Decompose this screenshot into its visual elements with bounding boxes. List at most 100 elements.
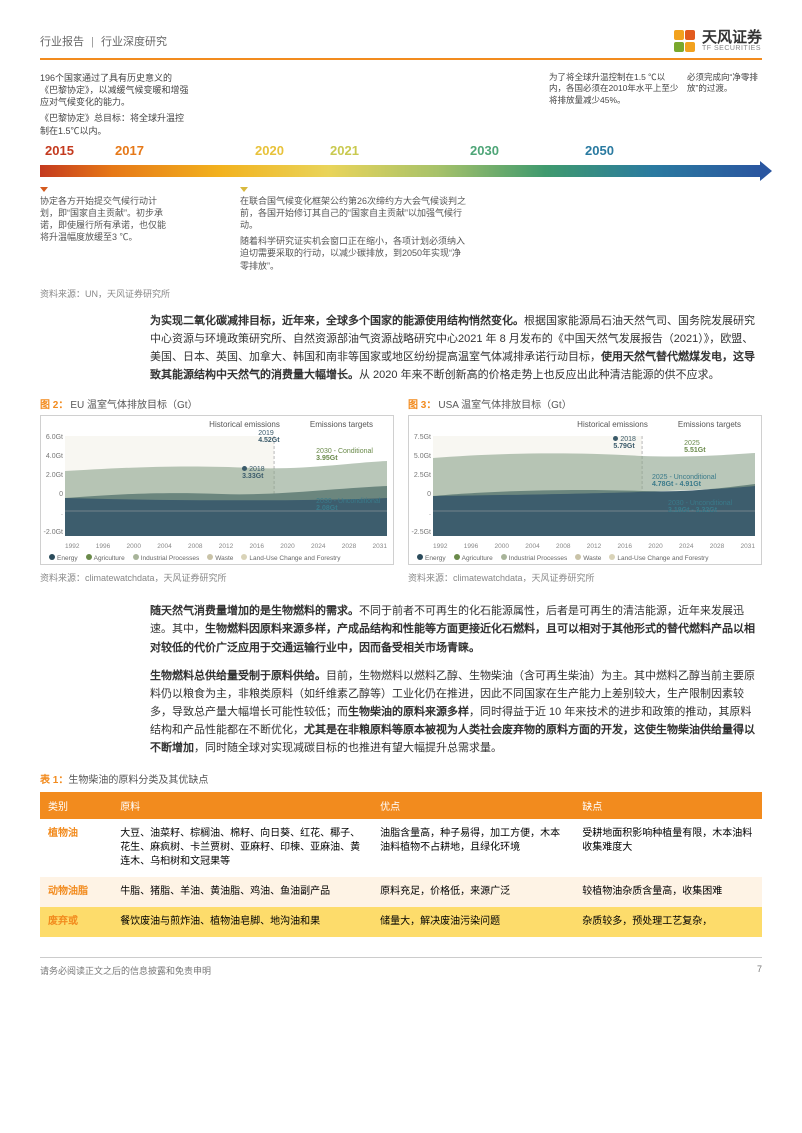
timeline-year: 2050: [585, 143, 614, 158]
logo-sq: [685, 42, 695, 52]
x-axis: 1992199620002004200820122016202020242028…: [433, 543, 755, 550]
chart-point-label: 20255.51Gt: [684, 440, 705, 454]
brand-sub: TF SECURITIES: [702, 45, 762, 52]
x-tick: 2008: [556, 543, 570, 550]
table-cell-cons: 杂质较多，预处理工艺复杂，: [574, 907, 762, 937]
timeline-diagram: 196个国家通过了具有历史意义的《巴黎协定》，以减缓气候变暖和增强应对气候变化的…: [40, 72, 762, 272]
x-tick: 2000: [127, 543, 141, 550]
table-cell-category: 植物油: [40, 819, 112, 877]
legend-item: Energy: [49, 554, 78, 562]
fig2-source: 资料来源：climatewatchdata，天风证券研究所: [40, 571, 394, 584]
legend-item: Agriculture: [454, 554, 493, 562]
p1-tail: 从 2020 年来不断创新高的价格走势上也反应出此种清洁能源的供不应求。: [359, 369, 720, 381]
chart-plot: 20185.79Gt20255.51Gt2025 - Unconditional…: [433, 436, 755, 536]
x-tick: 2004: [157, 543, 171, 550]
chart-legend: Energy Agriculture Industrial Processes Was…: [49, 554, 385, 562]
paragraph-1: 为实现二氧化碳减排目标，近年来，全球多个国家的能源使用结构悄然变化。根据国家能源…: [150, 312, 762, 385]
table-cell-category: 动物油脂: [40, 877, 112, 907]
charts-row: 图 2：EU 温室气体排放目标（Gt） Historical emissions…: [40, 396, 762, 596]
timeline-arrow: [40, 165, 762, 177]
brand-block: 天风证券 TF SECURITIES: [674, 30, 762, 52]
hist-label: Historical emissions: [577, 420, 648, 429]
tl-note-2030: 为了将全球升温控制在1.5 ℃以内，各国必须在2010年水平上至少将排放量减少4…: [549, 72, 679, 137]
table-cell-pros: 油脂含量高，种子易得，加工方便，木本油料植物不占耕地，且绿化环境: [372, 819, 574, 877]
p3-r3: ，同时随全球对实现减碳目标的也推进有望大幅提升总需求量。: [194, 742, 502, 754]
x-tick: 2031: [373, 543, 387, 550]
targ-label: Emissions targets: [310, 420, 373, 429]
fig3-title: USA 温室气体排放目标（Gt）: [438, 400, 571, 411]
table-title-text: 生物柴油的原料分类及其优缺点: [68, 775, 208, 786]
header-sep: |: [91, 36, 94, 48]
table-col-header: 缺点: [574, 792, 762, 819]
header-title: 行业报告 | 行业深度研究: [40, 33, 167, 49]
tl-sub-2020b: 随着科学研究证实机会窗口正在缩小，各项计划必须纳入迫切需要采取的行动，以减少碳排…: [240, 235, 470, 271]
logo-sq: [685, 30, 695, 40]
fig3-chart: Historical emissionsEmissions targets7.5…: [408, 415, 762, 565]
table-cell-raw: 餐饮废油与煎炸油、植物油皂脚、地沟油和果: [112, 907, 372, 937]
y-tick: 6.0Gt: [46, 434, 63, 441]
logo-sq: [674, 42, 684, 52]
legend-item: Waste: [207, 554, 233, 562]
y-tick: 2.0Gt: [46, 472, 63, 479]
x-tick: 2016: [618, 543, 632, 550]
chart-point-label: 20185.79Gt: [613, 436, 636, 450]
x-axis: 1992199620002004200820122016202020242028…: [65, 543, 387, 550]
footer-page-num: 7: [757, 964, 762, 977]
legend-item: Agriculture: [86, 554, 125, 562]
y-tick: 5.0Gt: [414, 453, 431, 460]
table-row: 动物油脂牛脂、猪脂、羊油、黄油脂、鸡油、鱼油副产品原料充足，价格低，来源广泛较植…: [40, 877, 762, 907]
y-tick: -2.5Gt: [412, 529, 431, 536]
p3-b1: 生物柴油的原料来源多样: [348, 706, 469, 718]
tl-sub-2017: 协定各方开始提交气候行动计划，即“国家自主贡献”。初步承诺，即使履行所有承诺，也…: [40, 183, 170, 272]
brand-text: 天风证券: [702, 30, 762, 45]
legend-item: Land-Use Change and Forestry: [609, 554, 708, 562]
x-tick: 2020: [648, 543, 662, 550]
table-cell-category: 废弃或: [40, 907, 112, 937]
table-num: 表 1：: [40, 775, 68, 786]
y-tick: .: [429, 510, 431, 517]
y-tick: 0: [427, 491, 431, 498]
table-cell-raw: 大豆、油菜籽、棕榈油、棉籽、向日葵、红花、椰子、花生、麻疯树、卡兰贾树、亚麻籽、…: [112, 819, 372, 877]
timeline-years: 201520172020202120302050: [40, 143, 762, 161]
tl-sub-2017-text: 协定各方开始提交气候行动计划，即“国家自主贡献”。初步承诺，即使履行所有承诺，也…: [40, 196, 166, 242]
timeline-year: 2020: [255, 143, 284, 158]
table-cell-cons: 较植物油杂质含量高，收集困难: [574, 877, 762, 907]
chart-point-label: 20194.52Gt: [258, 430, 279, 444]
legend-item: Energy: [417, 554, 446, 562]
x-tick: 2024: [311, 543, 325, 550]
x-tick: 1996: [96, 543, 110, 550]
fig3-num: 图 3：: [408, 400, 436, 411]
p3-lead: 生物燃料总供给量受制于原料供给。: [150, 670, 326, 682]
page-footer: 请务必阅读正文之后的信息披露和免责申明 7: [40, 957, 762, 977]
timeline-source: 资料来源：UN，天风证券研究所: [40, 287, 762, 300]
header-l2: 行业深度研究: [101, 36, 167, 48]
timeline-year: 2015: [45, 143, 74, 158]
x-tick: 2012: [587, 543, 601, 550]
targ-label: Emissions targets: [678, 420, 741, 429]
fig2-num: 图 2：: [40, 400, 68, 411]
x-tick: 2004: [525, 543, 539, 550]
tl-note-2015a: 196个国家通过了具有历史意义的《巴黎协定》，以减缓气候变暖和增强应对气候变化的…: [40, 72, 190, 108]
y-tick: 4.0Gt: [46, 453, 63, 460]
brand-logo-icon: [674, 30, 696, 52]
fig2-title: EU 温室气体排放目标（Gt）: [70, 400, 197, 411]
chart-point-label: 20183.33Gt: [242, 466, 265, 480]
y-tick: -2.0Gt: [44, 529, 63, 536]
x-tick: 2028: [710, 543, 724, 550]
hist-label: Historical emissions: [209, 420, 280, 429]
y-tick: 2.5Gt: [414, 472, 431, 479]
y-axis: 7.5Gt5.0Gt2.5Gt0.-2.5Gt: [411, 434, 431, 536]
figure-3: 图 3：USA 温室气体排放目标（Gt） Historical emission…: [408, 396, 762, 596]
table-col-header: 原料: [112, 792, 372, 819]
header-l1: 行业报告: [40, 36, 84, 48]
x-tick: 2012: [219, 543, 233, 550]
caret-icon: [40, 187, 48, 192]
y-tick: .: [61, 510, 63, 517]
legend-item: Industrial Processes: [133, 554, 200, 562]
x-tick: 1996: [464, 543, 478, 550]
legend-item: Land-Use Change and Forestry: [241, 554, 340, 562]
chart-point-label: 2030 - Unconditional3.18Gt - 3.32Gt: [668, 500, 732, 514]
tl-spacer: [298, 72, 513, 137]
chart-plot: 20194.52Gt20183.33Gt2030 - Conditional3.…: [65, 436, 387, 536]
chart-legend: EnergyAgricultureIndustrial ProcessesWas…: [417, 554, 753, 562]
